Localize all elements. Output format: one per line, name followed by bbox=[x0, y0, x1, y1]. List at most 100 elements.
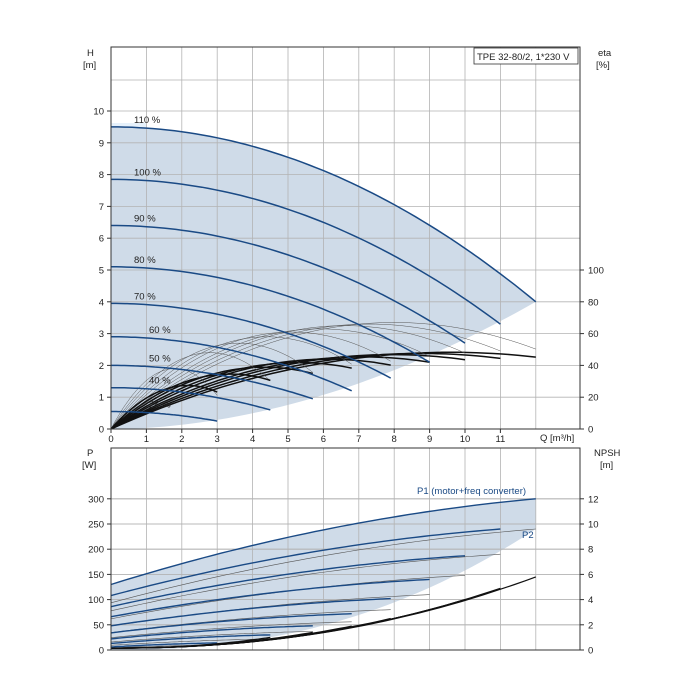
p1-annotation: P1 (motor+freq converter) bbox=[417, 486, 526, 497]
efficiency-curve-thin bbox=[110, 352, 271, 430]
head-tick-label: 7 bbox=[99, 202, 104, 213]
head-curve bbox=[111, 364, 314, 400]
power-axis-unit: [W] bbox=[82, 460, 96, 471]
efficiency-curve bbox=[110, 356, 430, 430]
head-tick-label: 1 bbox=[99, 393, 104, 404]
flow-tick-label: 8 bbox=[392, 434, 397, 445]
speed-label: 25 % bbox=[149, 400, 171, 411]
p1-curve bbox=[110, 625, 313, 640]
p2-curve bbox=[110, 621, 352, 638]
efficiency-curve bbox=[110, 373, 271, 430]
head-tick-label: 6 bbox=[99, 234, 104, 245]
efficiency-curve bbox=[110, 361, 352, 430]
flow-tick-label: 1 bbox=[144, 434, 149, 445]
p1-curve bbox=[110, 498, 536, 586]
head-curve bbox=[111, 178, 501, 325]
title-box-label: TPE 32-80/2, 1*230 V bbox=[477, 52, 570, 63]
npsh-tick-label: 4 bbox=[588, 595, 593, 606]
head-tick-label: 3 bbox=[99, 329, 104, 340]
head-curve bbox=[111, 336, 352, 392]
speed-label: 60 % bbox=[149, 325, 171, 336]
flow-tick-label: 6 bbox=[321, 434, 326, 445]
efficiency-curve bbox=[110, 353, 466, 430]
efficiency-curve-thin bbox=[110, 331, 391, 430]
npsh-tick-label: 12 bbox=[588, 494, 599, 505]
eta-tick-label: 60 bbox=[588, 329, 599, 340]
head-curve bbox=[111, 266, 430, 363]
flow-tick-label: 10 bbox=[460, 434, 471, 445]
speed-label: 100 % bbox=[134, 167, 161, 178]
head-curve bbox=[111, 386, 271, 411]
power-tick-label: 0 bbox=[99, 646, 104, 657]
head-curve bbox=[111, 126, 537, 303]
power-axis-label: P bbox=[87, 448, 93, 459]
flow-tick-label: 0 bbox=[108, 434, 113, 445]
npsh-tick-label: 10 bbox=[588, 520, 599, 531]
flow-tick-label: 9 bbox=[427, 434, 432, 445]
eta-tick-label: 80 bbox=[588, 297, 599, 308]
p2-annotation: P2 bbox=[522, 530, 534, 541]
flow-tick-label: 3 bbox=[215, 434, 220, 445]
eta-axis-unit: [%] bbox=[596, 60, 610, 71]
eta-tick-label: 0 bbox=[588, 425, 593, 436]
speed-label: 80 % bbox=[134, 255, 156, 266]
power-npsh-plot: 0 50 100 150 200 250 300 0 2 4 6 8 10 12 bbox=[88, 447, 599, 657]
p1-curve bbox=[110, 634, 271, 645]
title-box bbox=[473, 47, 579, 65]
p2-curve bbox=[110, 631, 313, 643]
npsh-curve bbox=[111, 636, 271, 649]
eta-axis-label: eta bbox=[598, 48, 612, 59]
efficiency-curve-thin bbox=[110, 336, 352, 430]
flow-tick-label: 2 bbox=[179, 434, 184, 445]
power-tick-label: 50 bbox=[93, 620, 104, 631]
flow-tick-label: 5 bbox=[285, 434, 290, 445]
power-tick-label: 300 bbox=[88, 494, 104, 505]
head-curve bbox=[111, 224, 466, 344]
flow-tick-label: 11 bbox=[495, 434, 505, 445]
npsh-axis-unit: [m] bbox=[600, 460, 613, 471]
p1-curve bbox=[110, 613, 352, 634]
npsh-axis-label: NPSH bbox=[594, 448, 621, 459]
speed-label: 50 % bbox=[149, 353, 171, 364]
p2-curve bbox=[110, 638, 271, 646]
eta-tick-label: 20 bbox=[588, 393, 599, 404]
efficiency-curve-thin bbox=[110, 368, 218, 430]
efficiency-curve bbox=[110, 352, 501, 430]
head-tick-label: 2 bbox=[99, 361, 104, 372]
p1-curve bbox=[110, 642, 218, 648]
speed-label: 110 % bbox=[134, 115, 161, 126]
npsh-tick-label: 2 bbox=[588, 620, 593, 631]
head-tick-label: 0 bbox=[99, 425, 104, 436]
eta-tick-label: 100 bbox=[588, 266, 604, 277]
head-axis-unit: [m] bbox=[83, 60, 96, 71]
p1-curve bbox=[110, 555, 466, 608]
head-curve bbox=[111, 410, 218, 422]
head-tick-label: 4 bbox=[99, 297, 104, 308]
npsh-tick-label: 8 bbox=[588, 545, 593, 556]
head-tick-label: 10 bbox=[93, 107, 104, 118]
p1-curve bbox=[110, 597, 391, 627]
p2-curve bbox=[110, 528, 536, 604]
p1-curve bbox=[110, 528, 501, 597]
efficiency-curve-thin bbox=[110, 323, 501, 430]
head-curve bbox=[111, 302, 392, 379]
p1-curve bbox=[110, 578, 430, 618]
power-tick-label: 200 bbox=[88, 545, 104, 556]
speed-label: 40 % bbox=[149, 376, 171, 387]
head-tick-label: 8 bbox=[99, 170, 104, 181]
power-tick-label: 100 bbox=[88, 595, 104, 606]
npsh-tick-label: 6 bbox=[588, 570, 593, 581]
speed-label: 70 % bbox=[134, 291, 156, 302]
power-tick-label: 250 bbox=[88, 520, 104, 531]
flow-axis-label: Q [m³/h] bbox=[540, 433, 574, 444]
head-tick-label: 5 bbox=[99, 266, 104, 277]
flow-tick-label: 7 bbox=[356, 434, 361, 445]
speed-label: 90 % bbox=[134, 213, 156, 224]
efficiency-curve bbox=[110, 351, 536, 430]
efficiency-curve-thin bbox=[110, 325, 466, 430]
head-tick-label: 9 bbox=[99, 138, 104, 149]
efficiency-curve-thin bbox=[110, 328, 430, 430]
eta-tick-label: 40 bbox=[588, 361, 599, 372]
head-efficiency-plot: 110 % 100 % 90 % 80 % 70 % 60 % 50 % 40 % 25 % 0 1… bbox=[93, 46, 604, 445]
